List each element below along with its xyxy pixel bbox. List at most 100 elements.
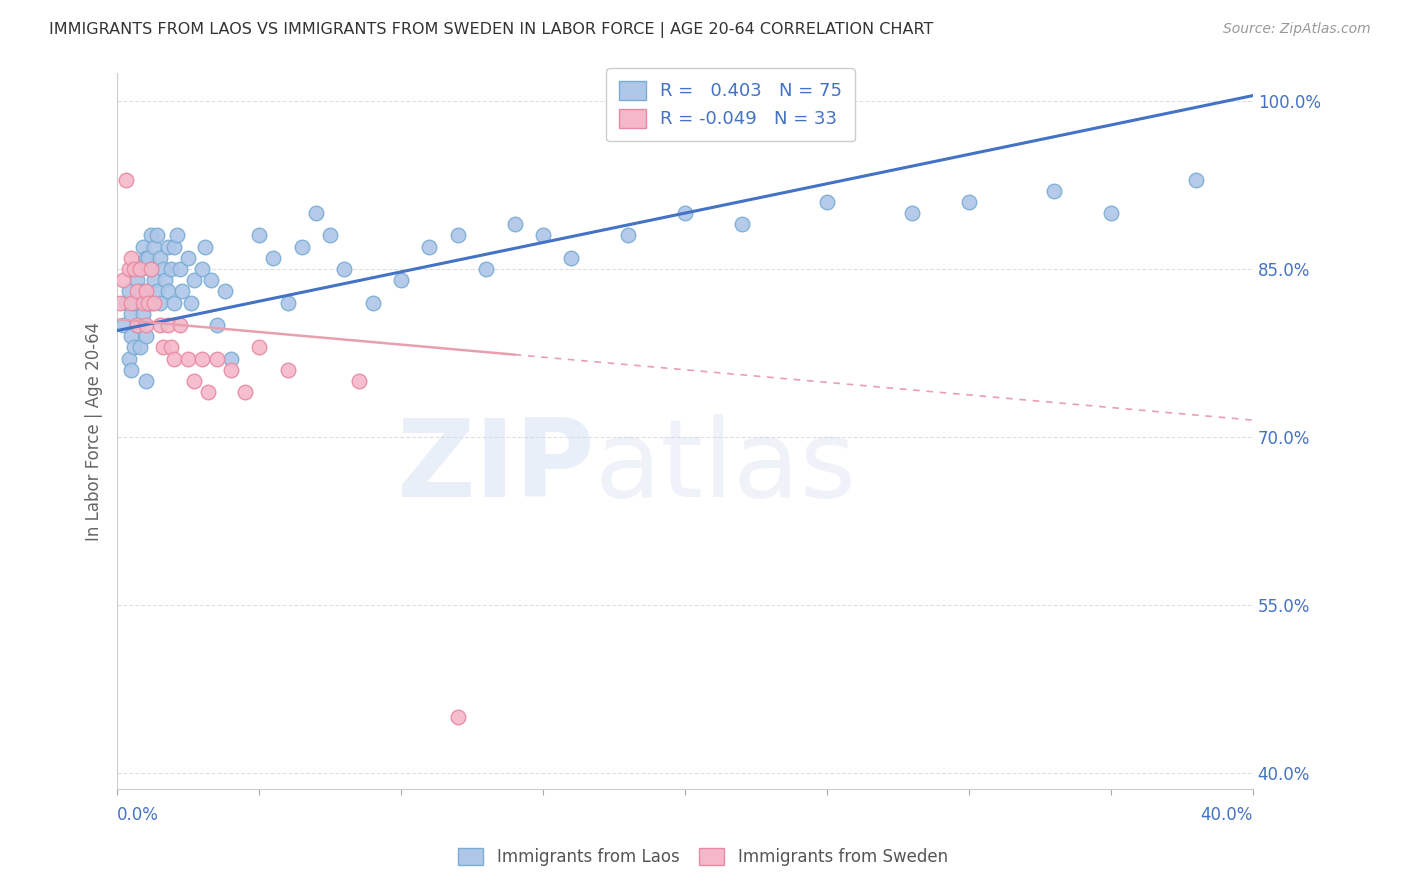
Point (146, 285, 169, 299)
Point (205, 351, 228, 366)
Point (1185, 172, 1208, 186)
Point (447, 709, 470, 723)
Point (138, 295, 160, 310)
Point (135, 285, 157, 299)
Point (122, 340, 145, 354)
Point (177, 351, 200, 366)
Point (277, 295, 299, 310)
Point (247, 228, 270, 243)
Point (361, 295, 384, 310)
Point (160, 340, 183, 354)
Point (120, 295, 142, 310)
Point (132, 240, 155, 254)
Point (125, 318, 148, 332)
Point (120, 363, 142, 377)
Point (135, 251, 157, 265)
Point (191, 351, 214, 366)
Point (219, 363, 242, 377)
Point (197, 385, 219, 400)
Point (503, 217, 526, 231)
Point (129, 285, 152, 299)
Point (291, 240, 314, 254)
Point (1099, 206, 1122, 220)
Point (143, 240, 166, 254)
Point (141, 262, 163, 277)
Point (163, 295, 186, 310)
Point (169, 318, 191, 332)
Point (129, 340, 152, 354)
Point (138, 295, 160, 310)
Point (152, 262, 174, 277)
Point (143, 273, 166, 287)
Point (129, 262, 152, 277)
Point (177, 251, 200, 265)
Point (135, 374, 157, 388)
Point (333, 262, 356, 277)
Point (194, 240, 217, 254)
Point (163, 240, 186, 254)
Point (183, 374, 205, 388)
Point (111, 318, 134, 332)
Point (114, 172, 136, 186)
Point (169, 262, 191, 277)
Point (205, 318, 228, 332)
Point (617, 228, 640, 243)
Point (247, 340, 270, 354)
Text: IMMIGRANTS FROM LAOS VS IMMIGRANTS FROM SWEDEN IN LABOR FORCE | AGE 20-64 CORREL: IMMIGRANTS FROM LAOS VS IMMIGRANTS FROM … (49, 22, 934, 38)
Point (135, 285, 157, 299)
Text: 40.0%: 40.0% (1201, 806, 1253, 824)
Point (117, 285, 139, 299)
Point (138, 251, 160, 265)
Point (815, 194, 838, 209)
Point (180, 295, 202, 310)
Point (347, 374, 370, 388)
Point (191, 262, 214, 277)
Point (389, 273, 412, 287)
Point (447, 228, 470, 243)
Point (141, 295, 163, 310)
Point (233, 385, 256, 400)
Point (141, 262, 163, 277)
Point (319, 228, 342, 243)
Point (114, 295, 136, 310)
Point (1043, 184, 1066, 198)
Point (117, 351, 139, 366)
Point (132, 307, 155, 321)
Y-axis label: In Labor Force | Age 20-64: In Labor Force | Age 20-64 (86, 322, 103, 541)
Point (305, 206, 328, 220)
Point (111, 273, 134, 287)
Point (129, 262, 152, 277)
Point (120, 251, 142, 265)
Point (731, 217, 754, 231)
Point (125, 273, 148, 287)
Point (122, 295, 145, 310)
Point (214, 285, 236, 299)
Point (149, 251, 172, 265)
Point (200, 273, 222, 287)
Point (143, 295, 166, 310)
Point (160, 262, 183, 277)
Point (277, 363, 299, 377)
Point (120, 307, 142, 321)
Point (135, 318, 157, 332)
Point (157, 285, 180, 299)
Point (673, 206, 696, 220)
Point (183, 273, 205, 287)
Point (120, 329, 142, 343)
Point (122, 262, 145, 277)
Point (901, 206, 924, 220)
Point (166, 228, 188, 243)
Legend: Immigrants from Laos, Immigrants from Sweden: Immigrants from Laos, Immigrants from Sw… (450, 840, 956, 875)
Point (157, 240, 180, 254)
Text: Source: ZipAtlas.com: Source: ZipAtlas.com (1223, 22, 1371, 37)
Point (117, 262, 139, 277)
Point (125, 285, 148, 299)
Point (418, 240, 440, 254)
Point (149, 295, 172, 310)
Point (152, 340, 174, 354)
Point (132, 295, 155, 310)
Point (219, 351, 242, 366)
Text: 0.0%: 0.0% (117, 806, 159, 824)
Point (531, 228, 554, 243)
Point (163, 351, 186, 366)
